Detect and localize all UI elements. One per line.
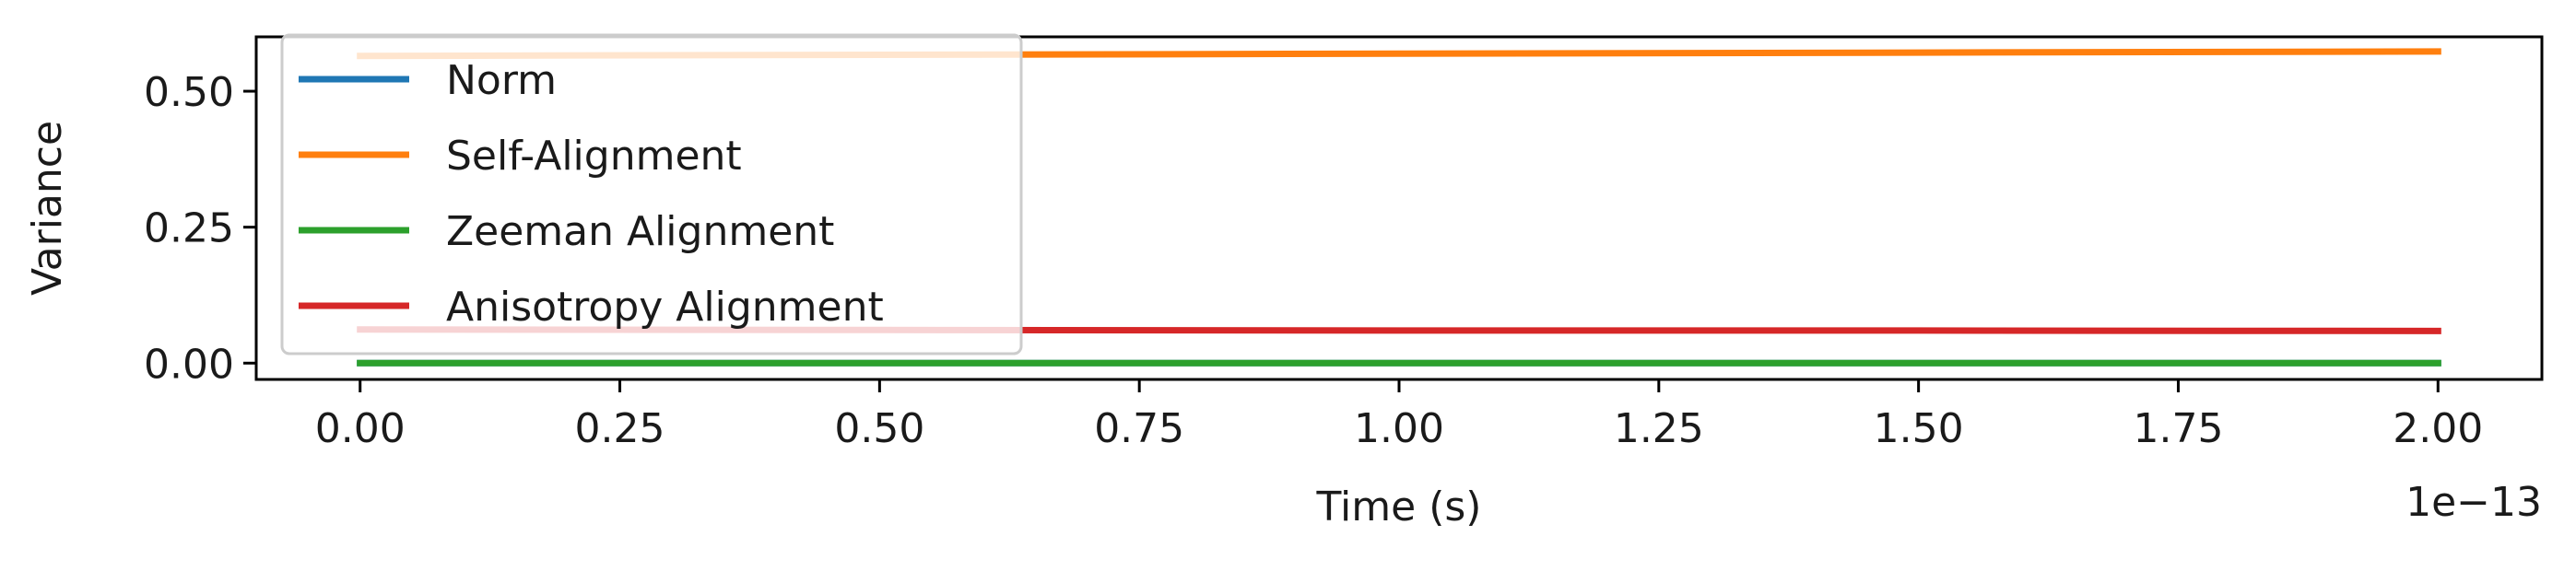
x-tick-label: 0.25 <box>575 405 665 452</box>
x-axis-label: Time (s) <box>1316 484 1482 530</box>
legend-label-zeeman-alignment: Zeeman Alignment <box>446 208 834 255</box>
y-tick-label: 0.00 <box>144 341 234 388</box>
y-tick-label: 0.25 <box>144 205 234 252</box>
legend-label-norm: Norm <box>446 57 557 104</box>
x-tick-label: 1.25 <box>1614 405 1704 452</box>
legend-label-self-alignment: Self-Alignment <box>446 133 742 180</box>
x-tick-label: 1.75 <box>2133 405 2223 452</box>
x-axis-offset-label: 1e−13 <box>2405 479 2542 526</box>
legend: Norm Self-Alignment Zeeman Alignment Anisot… <box>280 33 1023 355</box>
x-tick-label: 0.00 <box>315 405 406 452</box>
plot-frame <box>254 35 2544 381</box>
y-tick-label: 0.50 <box>144 69 234 116</box>
x-tick-label: 1.00 <box>1354 405 1444 452</box>
legend-box <box>280 33 1023 355</box>
y-axis: 0.00 0.25 0.50 <box>144 69 256 388</box>
legend-label-anisotropy-alignment: Anisotropy Alignment <box>446 284 884 331</box>
x-tick-label: 0.50 <box>834 405 924 452</box>
x-tick-label: 1.50 <box>1874 405 1964 452</box>
x-axis: 0.00 0.25 0.50 0.75 1.00 1.25 1.50 1.75 2.00 <box>315 379 2483 452</box>
x-tick-label: 0.75 <box>1094 405 1184 452</box>
y-axis-label: Variance <box>24 121 71 296</box>
x-tick-label: 2.00 <box>2393 405 2483 452</box>
